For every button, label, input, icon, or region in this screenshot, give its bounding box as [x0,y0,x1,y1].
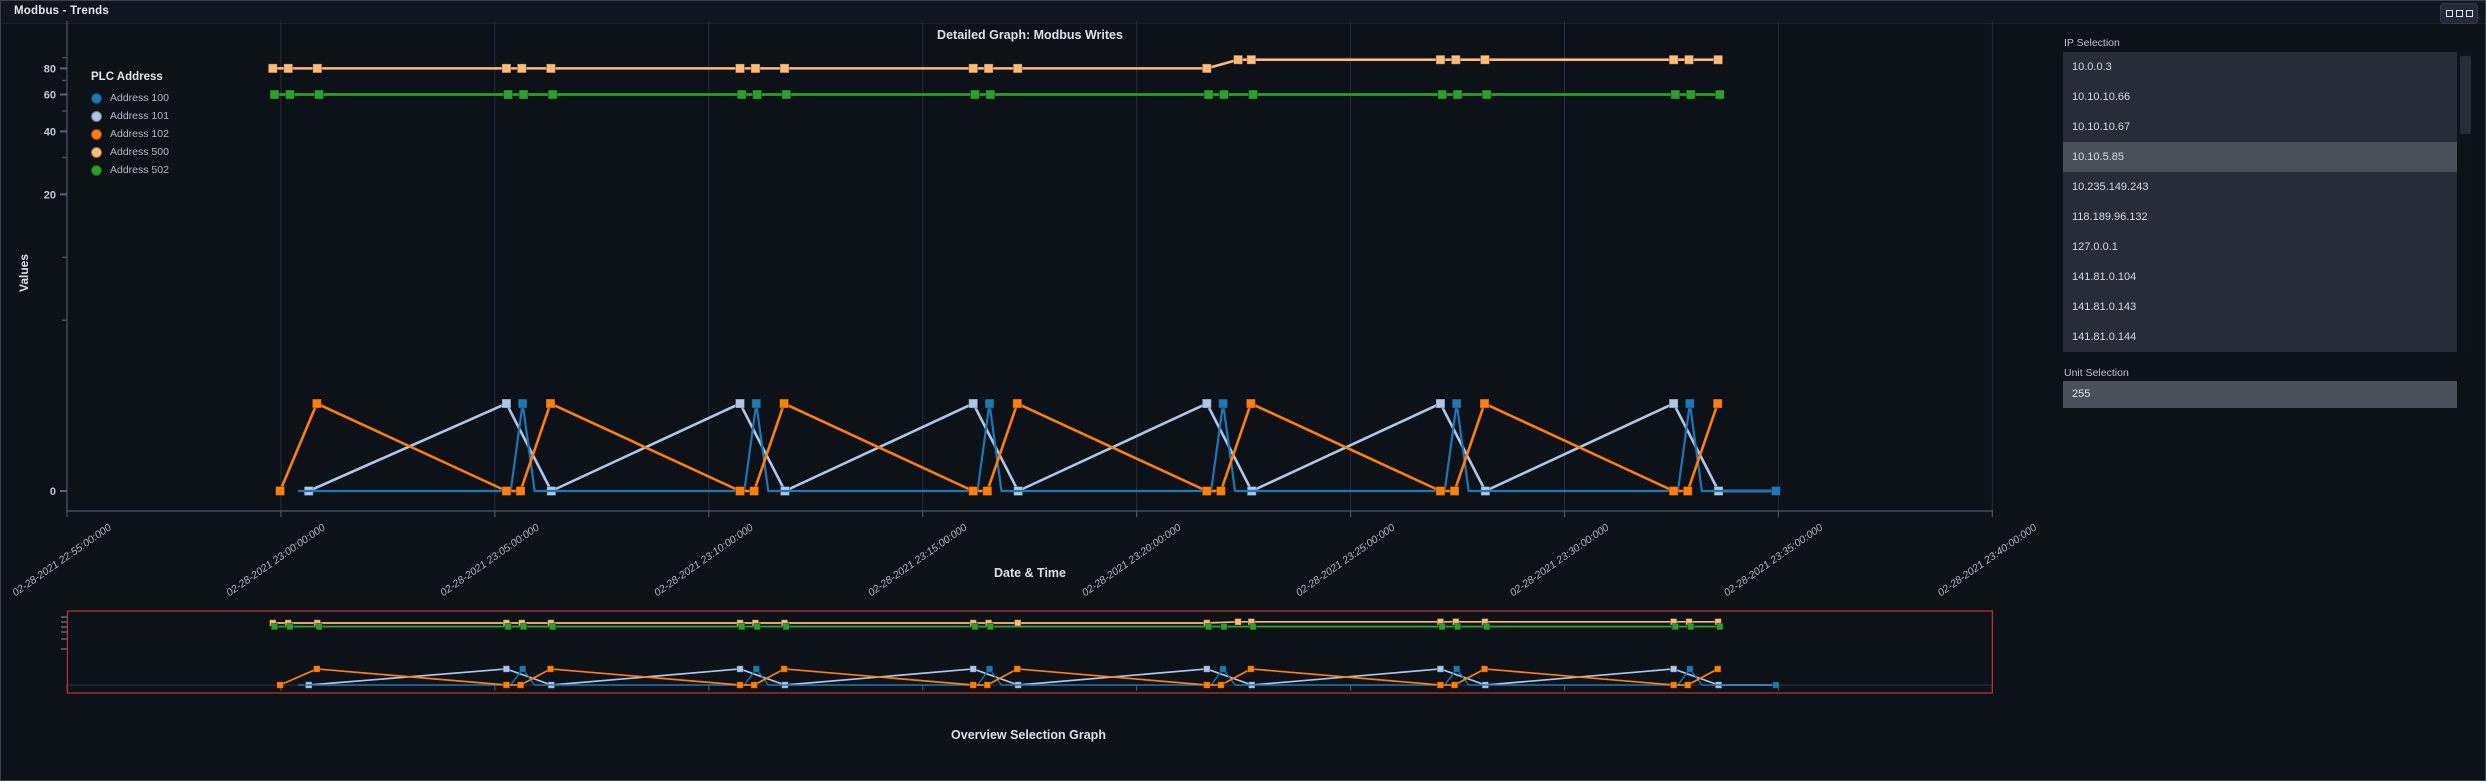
ip-option[interactable]: 141.81.0.143 [2072,301,2137,313]
series-address-500-overview [269,618,1722,627]
legend-swatch-icon [91,146,102,158]
ip-option[interactable]: 10.10.10.66 [2072,91,2131,103]
gridlines [280,21,1993,511]
svg-text:02-28-2021 23:25:00:000: 02-28-2021 23:25:00:000 [1294,522,1398,600]
overview-chart-title: Overview Selection Graph [951,728,1106,742]
menu-square-icon [2445,10,2453,17]
svg-text:02-28-2021 23:20:00:000: 02-28-2021 23:20:00:000 [1080,522,1184,600]
window-title: Modbus - Trends [14,5,109,17]
svg-text:02-28-2021 23:00:00:000: 02-28-2021 23:00:00:000 [224,522,328,600]
ip-option[interactable]: 10.0.0.3 [2072,61,2112,73]
ip-option[interactable]: 127.0.0.1 [2072,241,2118,253]
legend-item-label: Address 500 [110,146,169,158]
legend-item-label: Address 101 [110,110,169,122]
svg-text:20: 20 [44,189,56,201]
legend-swatch-icon [91,92,102,104]
svg-text:0: 0 [50,486,56,498]
legend-item[interactable]: Address 101 [91,107,169,125]
legend-item[interactable]: Address 100 [91,89,169,107]
overview-selection-brush[interactable] [66,610,1993,694]
series-address-502-overview [270,622,1724,631]
legend-swatch-icon [91,110,102,122]
series-address-502 [269,89,1725,100]
legend-item-label: Address 502 [110,164,169,176]
svg-text:02-28-2021 23:05:00:000: 02-28-2021 23:05:00:000 [438,522,542,600]
svg-text:60: 60 [44,90,56,102]
window-menu-button[interactable] [2440,3,2478,24]
ip-option[interactable]: 10.235.149.243 [2072,181,2149,193]
ip-option[interactable]: 141.81.0.144 [2072,331,2137,343]
svg-text:40: 40 [44,126,56,138]
legend-item[interactable]: Address 102 [91,125,169,143]
legend-item-label: Address 100 [110,92,169,104]
series-address-500 [267,54,1724,74]
menu-square-icon [2455,10,2463,17]
series-address-100-overview [298,665,1780,689]
legend-title: PLC Address [91,71,163,83]
unit-selection-label: Unit Selection [2064,367,2129,379]
ip-selection-list[interactable]: 10.0.0.3 10.10.10.66 10.10.10.67 10.10.5.85… [2063,52,2457,352]
series-address-102-overview [276,665,1722,689]
ip-option[interactable]: 10.10.5.85 [2063,142,2457,172]
ip-selection-label: IP Selection [2064,37,2120,49]
y-axis-title: Values [17,253,31,292]
ip-option[interactable]: 10.10.10.67 [2072,121,2131,133]
svg-text:02-28-2021 23:40:00:000: 02-28-2021 23:40:00:000 [1936,522,2040,600]
window-titlebar: Modbus - Trends [1,1,2485,24]
ip-option[interactable]: 141.81.0.104 [2072,271,2137,283]
unit-selection-value[interactable]: 255 [2063,381,2457,408]
scrollbar-thumb[interactable] [2460,56,2471,134]
svg-text:02-28-2021 23:35:00:000: 02-28-2021 23:35:00:000 [1722,522,1826,600]
svg-text:02-28-2021 23:10:00:000: 02-28-2021 23:10:00:000 [652,522,756,600]
legend-item[interactable]: Address 500 [91,143,169,161]
detailed-chart-title: Detailed Graph: Modbus Writes [937,28,1123,42]
x-tick-labels: 02-28-2021 22:55:00:000 02-28-2021 23:00:… [10,522,2039,600]
ip-option[interactable]: 118.189.96.132 [2072,211,2148,223]
series-address-102 [275,398,1723,496]
menu-square-icon [2465,10,2473,17]
svg-text:80: 80 [44,63,56,75]
x-axis-title: Date & Time [993,566,1066,580]
plc-address-legend: PLC Address Address 100 Address 101 Addres… [91,71,169,179]
legend-item-label: Address 102 [110,128,169,140]
legend-swatch-icon [91,128,102,140]
series-address-100 [298,398,1781,496]
svg-text:02-28-2021 23:30:00:000: 02-28-2021 23:30:00:000 [1508,522,1612,600]
legend-item[interactable]: Address 502 [91,161,169,179]
svg-text:02-28-2021 23:15:00:000: 02-28-2021 23:15:00:000 [866,522,970,600]
svg-text:02-28-2021 22:55:00:000: 02-28-2021 22:55:00:000 [10,522,114,600]
detail-axes: 80 60 40 20 0 [44,21,1993,517]
legend-swatch-icon [91,164,102,176]
ip-list-scrollbar[interactable] [2459,52,2472,352]
